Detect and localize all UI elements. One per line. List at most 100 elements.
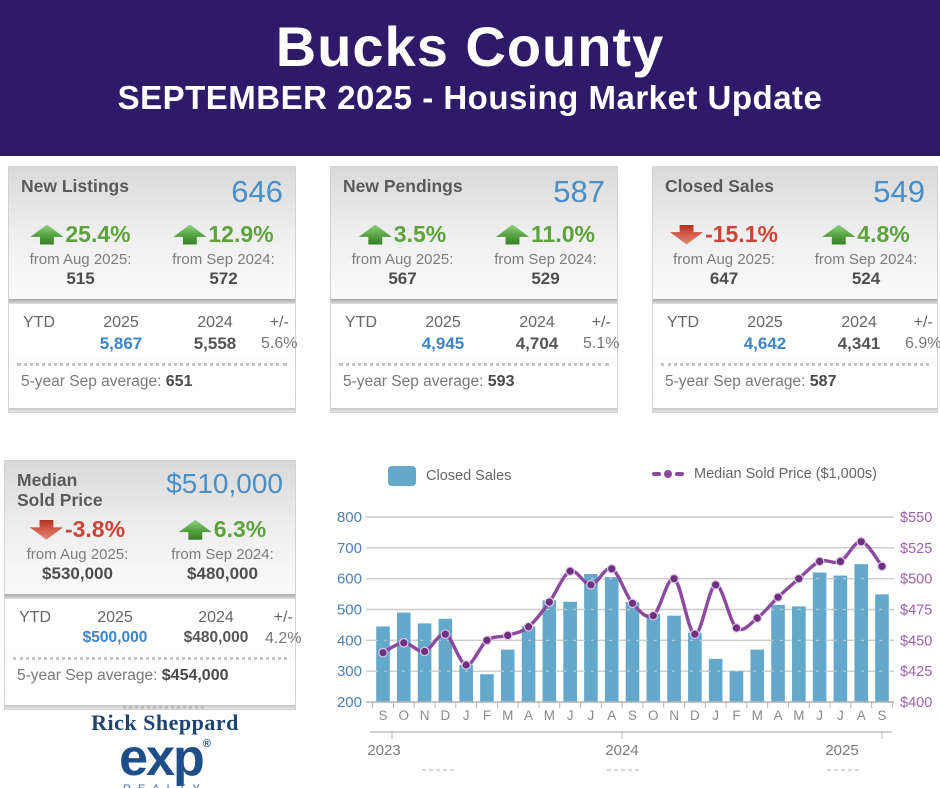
stat-value: 587: [553, 174, 605, 209]
page-title: Bucks County: [275, 15, 665, 78]
yoy-base-value: 524: [851, 269, 881, 288]
left-axis-tick: 300: [337, 663, 362, 680]
month-label: F: [483, 708, 491, 723]
ytd-label: YTD: [667, 314, 699, 331]
closed-sales-bar: [729, 671, 744, 702]
closed-sales-bar: [480, 674, 494, 702]
closed-sales-bar: [376, 626, 390, 702]
ytd-value-2024: 5,558: [193, 334, 237, 353]
ytd-table: YTD 2025 2024 +/- 5,867 5,558 5.6%: [9, 304, 297, 354]
legend-label: Median Sold Price ($1,000s): [694, 466, 877, 482]
dotted-separator: [661, 363, 929, 366]
ytd-col-diff: +/-: [273, 609, 293, 627]
legend-item-closed-sales: Closed Sales: [388, 466, 511, 486]
brand-wordmark: exp: [119, 729, 205, 787]
year-label: 2024: [605, 742, 638, 759]
stat-value: 646: [231, 174, 283, 209]
ytd-col-2025: 2025: [97, 609, 133, 627]
ytd-table: YTD 2025 2024 +/- $500,000 $480,000 4.2%: [5, 599, 301, 649]
yoy-label: from Sep 2024:: [814, 251, 918, 268]
right-axis-tick: $400: [900, 695, 932, 711]
month-label: J: [463, 708, 470, 723]
stat-card-new-listings: New Listings 646 25.4% from Aug 2025: 51…: [8, 166, 297, 413]
yoy-label: from Sep 2024:: [172, 251, 275, 268]
median-price-point: [565, 566, 575, 577]
month-label: N: [669, 708, 679, 723]
month-over-month: 25.4% from Aug 2025: 515: [9, 221, 152, 289]
card-title: New Pendings: [343, 176, 463, 196]
closed-sales-bar: [688, 632, 702, 702]
avg-label: 5-year Sep average:: [665, 373, 806, 390]
mom-percent: -3.8%: [64, 516, 126, 543]
median-price-point: [669, 573, 679, 584]
right-axis-tick: $425: [900, 664, 932, 680]
median-price-point: [731, 623, 742, 633]
median-price-point: [690, 629, 700, 639]
yoy-base-value: 572: [209, 269, 238, 288]
card-title: Median Sold Price: [17, 470, 103, 511]
ytd-col-diff: +/-: [591, 314, 611, 331]
avg-value: 593: [487, 373, 515, 390]
divider: [331, 299, 617, 304]
avg-label: 5-year Sep average:: [21, 373, 162, 390]
closed-sales-bar: [750, 649, 765, 702]
median-price-point: [877, 561, 887, 572]
ytd-label: YTD: [19, 609, 51, 627]
median-price-point: [482, 635, 492, 646]
mom-label: from Aug 2025:: [673, 251, 775, 268]
month-label: J: [588, 708, 595, 723]
closed-sales-bar: [584, 574, 598, 702]
month-label: S: [877, 708, 886, 723]
mom-percent: 25.4%: [65, 221, 131, 247]
ytd-col-2025: 2025: [425, 314, 461, 331]
chart-plot: 800 $550 700 $525 600 $500 500 $475 400 $450 300 $4…: [337, 509, 932, 771]
card-title: New Listings: [21, 176, 129, 196]
mom-percent: 3.5%: [393, 221, 447, 247]
closed-sales-bar: [771, 604, 785, 702]
month-label: M: [793, 708, 804, 723]
left-axis-tick: 600: [337, 571, 362, 588]
closed-sales-bar: [459, 665, 473, 702]
card-bottom-bar: [653, 408, 937, 412]
year-over-year: 4.8% from Sep 2024: 524: [795, 221, 937, 289]
month-label: J: [837, 708, 844, 723]
exp-realty-logo: exp®: [55, 732, 275, 784]
mom-base-value: 515: [66, 269, 95, 288]
month-label: S: [378, 708, 387, 723]
median-price-point: [627, 598, 638, 609]
left-axis-tick: 400: [337, 632, 362, 649]
right-axis-tick: $550: [900, 510, 932, 526]
median-price-point: [461, 660, 471, 670]
closed-sales-bar: [625, 602, 640, 702]
closed-sales-bar: [667, 615, 681, 702]
dash-dot-line-icon: [652, 470, 684, 478]
month-label: M: [544, 708, 555, 723]
mom-label: from Aug 2025:: [351, 251, 454, 268]
closed-sales-bar: [417, 623, 432, 702]
median-price-point: [773, 592, 783, 602]
chart-legend: Closed Sales Median Sold Price ($1,000s): [322, 466, 940, 492]
avg-label: 5-year Sep average:: [17, 667, 158, 685]
closed-sales-median-price-chart: 800 $550 700 $525 600 $500 500 $475 400 $450 300 $4…: [322, 458, 940, 788]
yoy-base-value: $480,000: [187, 564, 258, 584]
median-price-point: [378, 647, 388, 658]
dotted-separator: [17, 363, 287, 366]
card-bottom-bar: [9, 408, 295, 412]
median-price-point: [794, 573, 804, 584]
closed-sales-bar: [708, 658, 723, 702]
up-arrow-icon: [358, 224, 392, 245]
ytd-label: YTD: [23, 314, 55, 331]
month-label: O: [399, 708, 410, 723]
median-price-point: [814, 556, 825, 567]
card-bottom-bar: [5, 705, 295, 709]
broker-logo: Rick Sheppard exp® REALTY: [55, 706, 275, 788]
month-over-month: -3.8% from Aug 2025: $530,000: [5, 516, 150, 584]
yoy-percent: 4.8%: [857, 221, 910, 247]
mom-label: from Aug 2025:: [29, 251, 132, 268]
up-arrow-icon: [173, 224, 207, 245]
median-price-point: [710, 580, 721, 590]
ytd-label: YTD: [345, 314, 377, 331]
left-axis-tick: 800: [337, 509, 362, 526]
mom-base-value: 647: [709, 269, 739, 288]
ytd-col-2024: 2024: [198, 609, 234, 627]
